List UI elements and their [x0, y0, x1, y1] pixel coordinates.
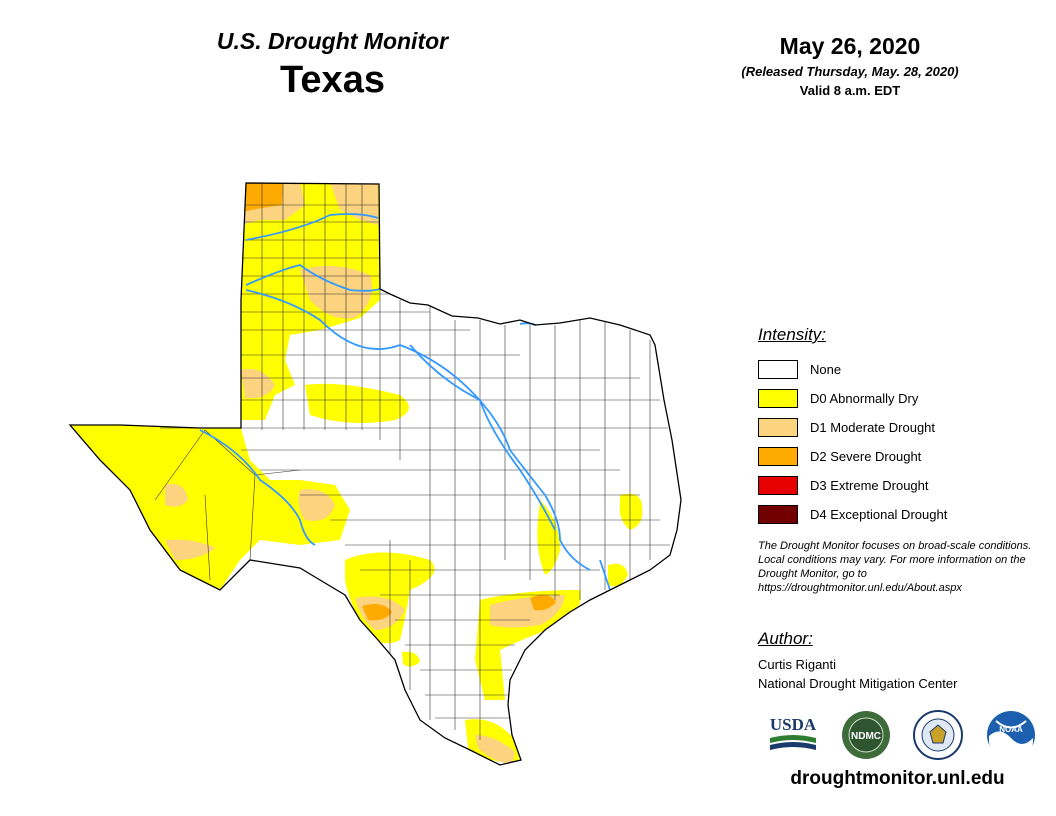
release-note: (Released Thursday, May. 28, 2020) [741, 64, 959, 79]
legend-swatch [758, 360, 798, 379]
legend-item: D0 Abnormally Dry [758, 384, 1038, 413]
legend-label: D4 Exceptional Drought [810, 507, 948, 522]
legend-item: D2 Severe Drought [758, 442, 1038, 471]
usda-logo-icon: USDA [770, 715, 817, 750]
author-block: Author: Curtis Riganti National Drought … [758, 629, 1038, 693]
website-link[interactable]: droughtmonitor.unl.edu [790, 768, 1005, 789]
legend-swatch [758, 476, 798, 495]
monitor-title: U.S. Drought Monitor [216, 28, 449, 54]
texas-state-outline [68, 182, 682, 766]
legend-swatch [758, 447, 798, 466]
legend-items: None D0 Abnormally Dry D1 Moderate Drought… [758, 355, 1038, 529]
author-name: Curtis Riganti [758, 657, 837, 672]
ndmc-logo-text: NDMC [851, 731, 881, 742]
header-right: May 26, 2020 (Released Thursday, May. 28… [700, 33, 1000, 98]
state-title: Texas [280, 59, 385, 101]
author-title: Author: [758, 629, 813, 648]
d0-abnormally-dry-areas [70, 183, 643, 763]
legend-item: D1 Moderate Drought [758, 413, 1038, 442]
usda-logo-text: USDA [770, 715, 817, 734]
map-date: May 26, 2020 [779, 33, 921, 59]
legend-title: Intensity: [758, 325, 827, 344]
legend: Intensity: None D0 Abnormally Dry D1 Moder… [758, 325, 1038, 529]
legend-item: D3 Extreme Drought [758, 471, 1038, 500]
valid-time: Valid 8 a.m. EDT [799, 83, 901, 98]
noaa-logo-icon: NOAA [987, 711, 1035, 760]
ndmc-logo-icon: NDMC [842, 711, 890, 759]
legend-swatch [758, 418, 798, 437]
legend-swatch [758, 389, 798, 408]
legend-label: D2 Severe Drought [810, 449, 922, 464]
legend-label: D3 Extreme Drought [810, 478, 929, 493]
disclaimer-text: The Drought Monitor focuses on broad-sca… [758, 540, 1032, 594]
header-left: U.S. Drought Monitor Texas [190, 28, 475, 102]
river-lines [199, 213, 611, 591]
noaa-logo-text: NOAA [999, 725, 1023, 734]
texas-drought-map [68, 182, 682, 766]
legend-item: D4 Exceptional Drought [758, 500, 1038, 529]
county-lines [154, 183, 670, 740]
legend-label: None [810, 362, 842, 377]
commerce-seal-icon [913, 710, 963, 760]
author-organization: National Drought Mitigation Center [758, 676, 958, 691]
legend-label: D0 Abnormally Dry [810, 391, 919, 406]
legend-swatch [758, 505, 798, 524]
partner-logos: USDA NDMC NOAA [766, 710, 1036, 760]
legend-item: None [758, 355, 1038, 384]
legend-label: D1 Moderate Drought [810, 420, 936, 435]
